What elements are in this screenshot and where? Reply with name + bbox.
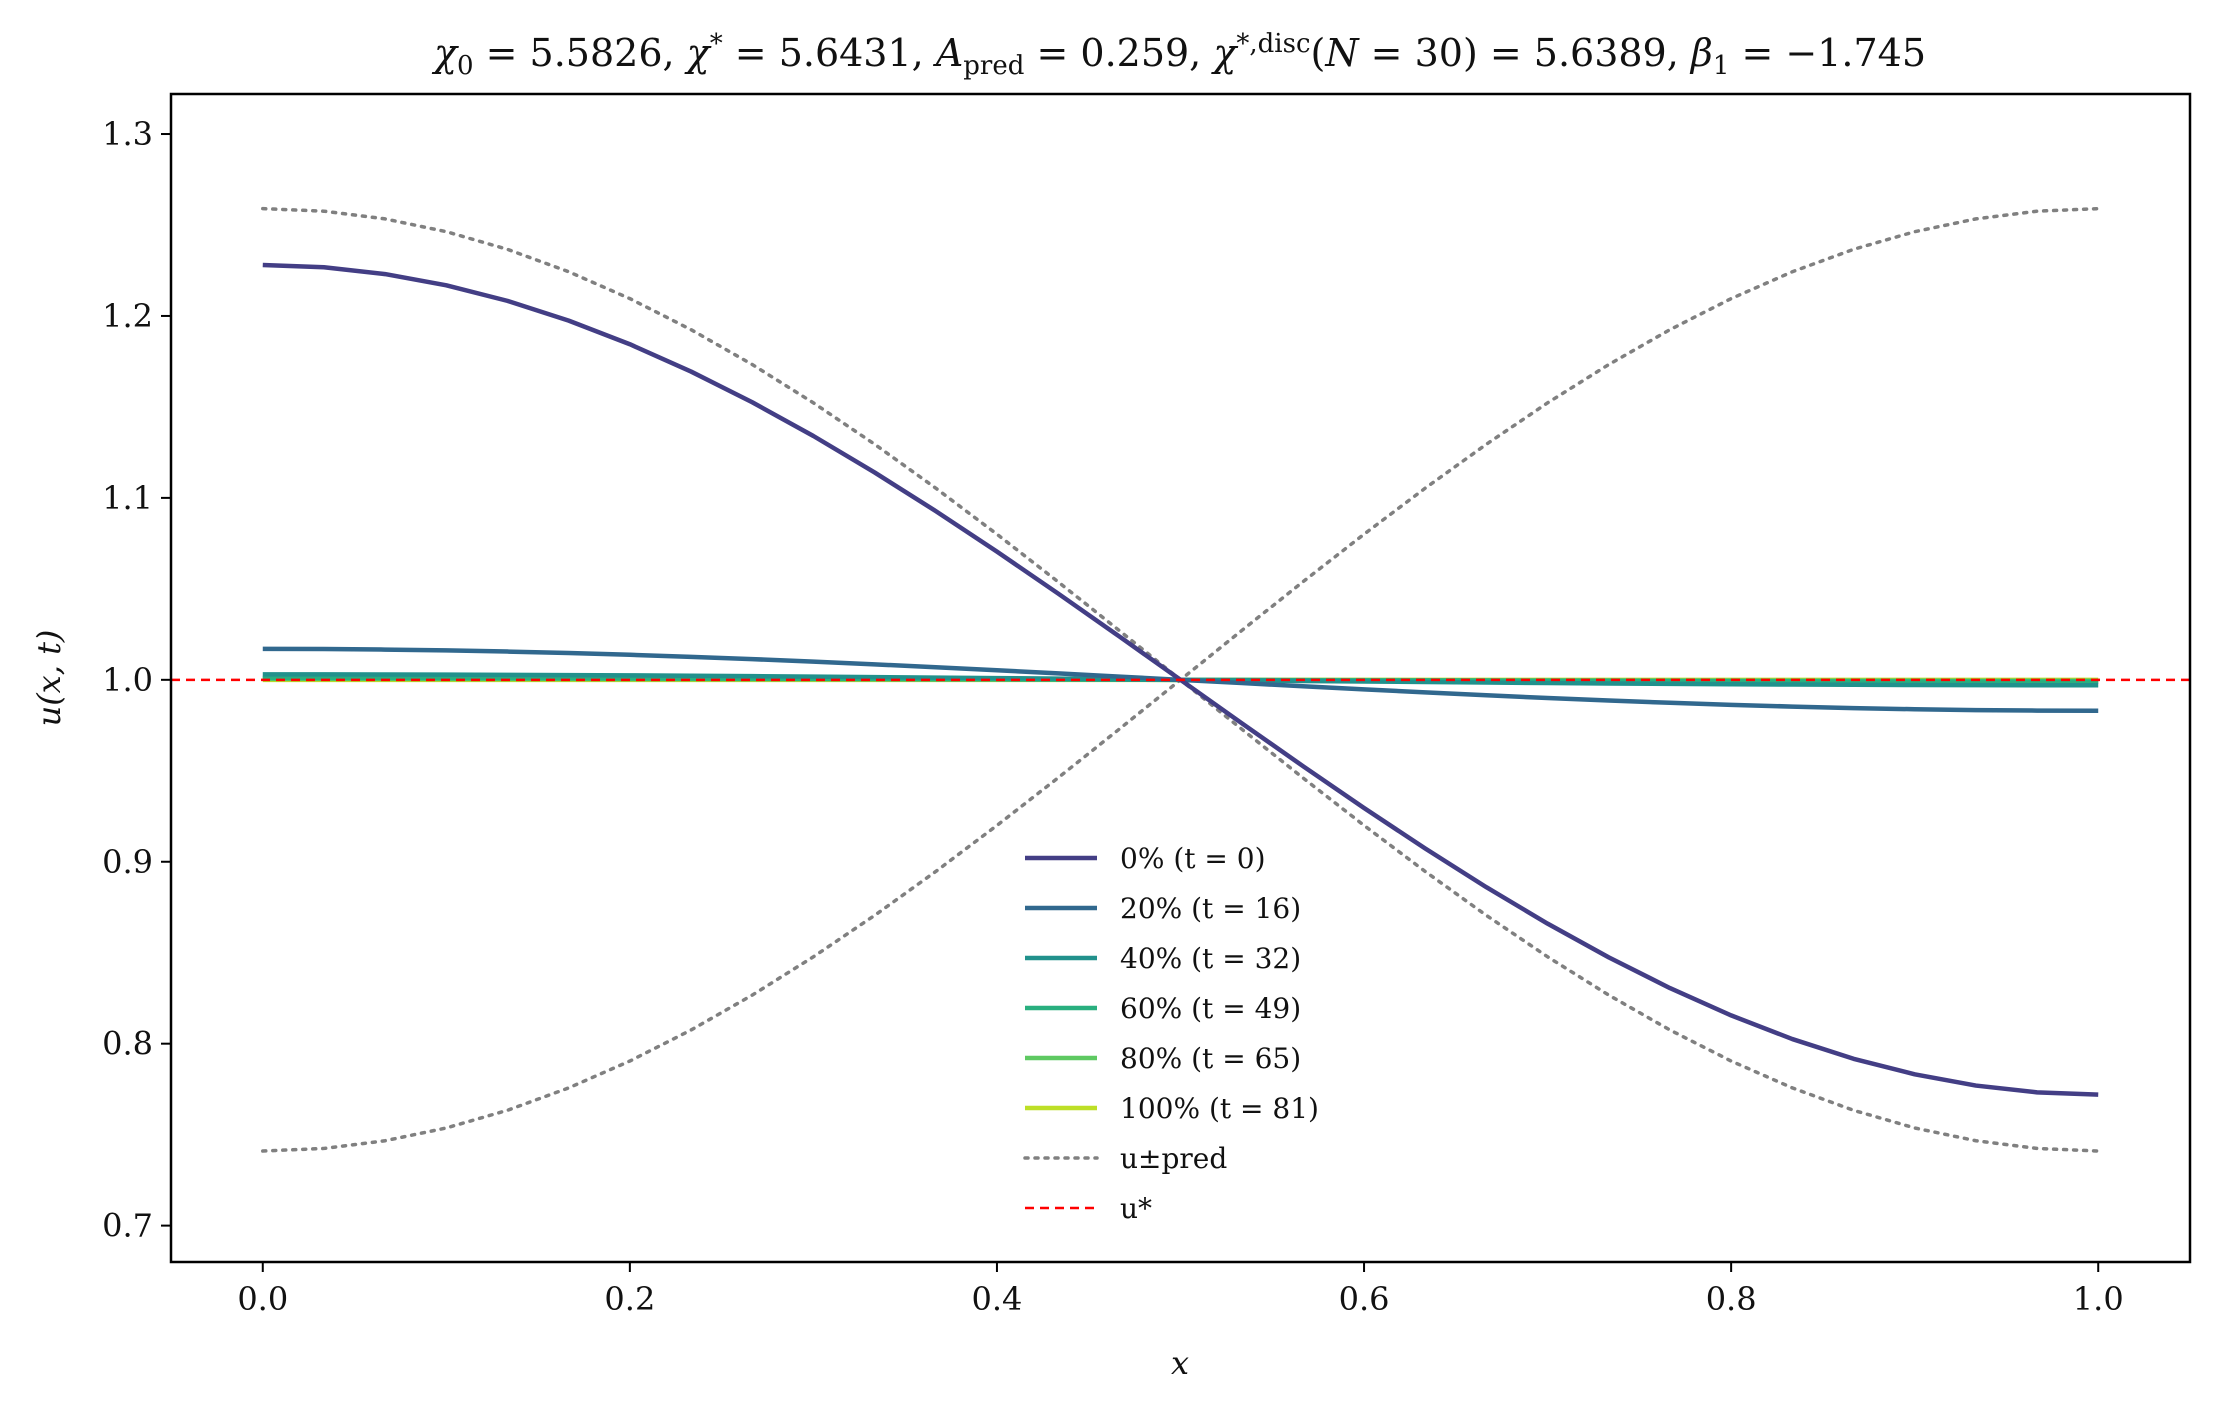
axis-ticks: 0.0 0.2 0.4 0.6 0.8 1.0 0.7 0.8 0.9 1.0 1.1 1.2 1.3 <box>102 115 2124 1318</box>
legend-label: 80% (t = 65) <box>1120 1042 1301 1075</box>
y-tick-label: 0.9 <box>102 843 153 881</box>
y-axis-label: u(x, t) <box>30 630 68 727</box>
legend: 0% (t = 0) 20% (t = 16) 40% (t = 32) 60% (t… <box>1023 842 1319 1225</box>
y-tick-label: 1.3 <box>102 115 153 153</box>
x-tick-label: 1.0 <box>2073 1280 2124 1318</box>
plot-frame <box>169 92 2192 1264</box>
y-tick-label: 0.7 <box>102 1207 153 1245</box>
legend-label: 100% (t = 81) <box>1120 1092 1319 1125</box>
x-tick-label: 0.0 <box>237 1280 288 1318</box>
y-tick-label: 1.2 <box>102 297 153 335</box>
x-axis-label: x <box>1171 1344 1189 1382</box>
x-tick-label: 0.6 <box>1339 1280 1390 1318</box>
y-tick-label: 1.0 <box>102 661 153 699</box>
legend-label: 0% (t = 0) <box>1120 842 1266 875</box>
plot-lines <box>171 206 2190 1153</box>
y-tick-label: 1.1 <box>102 479 153 517</box>
legend-label: u±pred <box>1120 1142 1227 1175</box>
legend-label: 20% (t = 16) <box>1120 892 1301 925</box>
legend-label: u* <box>1120 1192 1152 1225</box>
chart-title: χ0 = 5.5826, χ* = 5.6431, Apred = 0.259,… <box>431 29 1926 81</box>
x-tick-label: 0.2 <box>604 1280 655 1318</box>
legend-label: 40% (t = 32) <box>1120 942 1301 975</box>
x-tick-label: 0.8 <box>1706 1280 1757 1318</box>
legend-label: 60% (t = 49) <box>1120 992 1301 1025</box>
x-tick-label: 0.4 <box>972 1280 1023 1318</box>
y-tick-label: 0.8 <box>102 1025 153 1063</box>
